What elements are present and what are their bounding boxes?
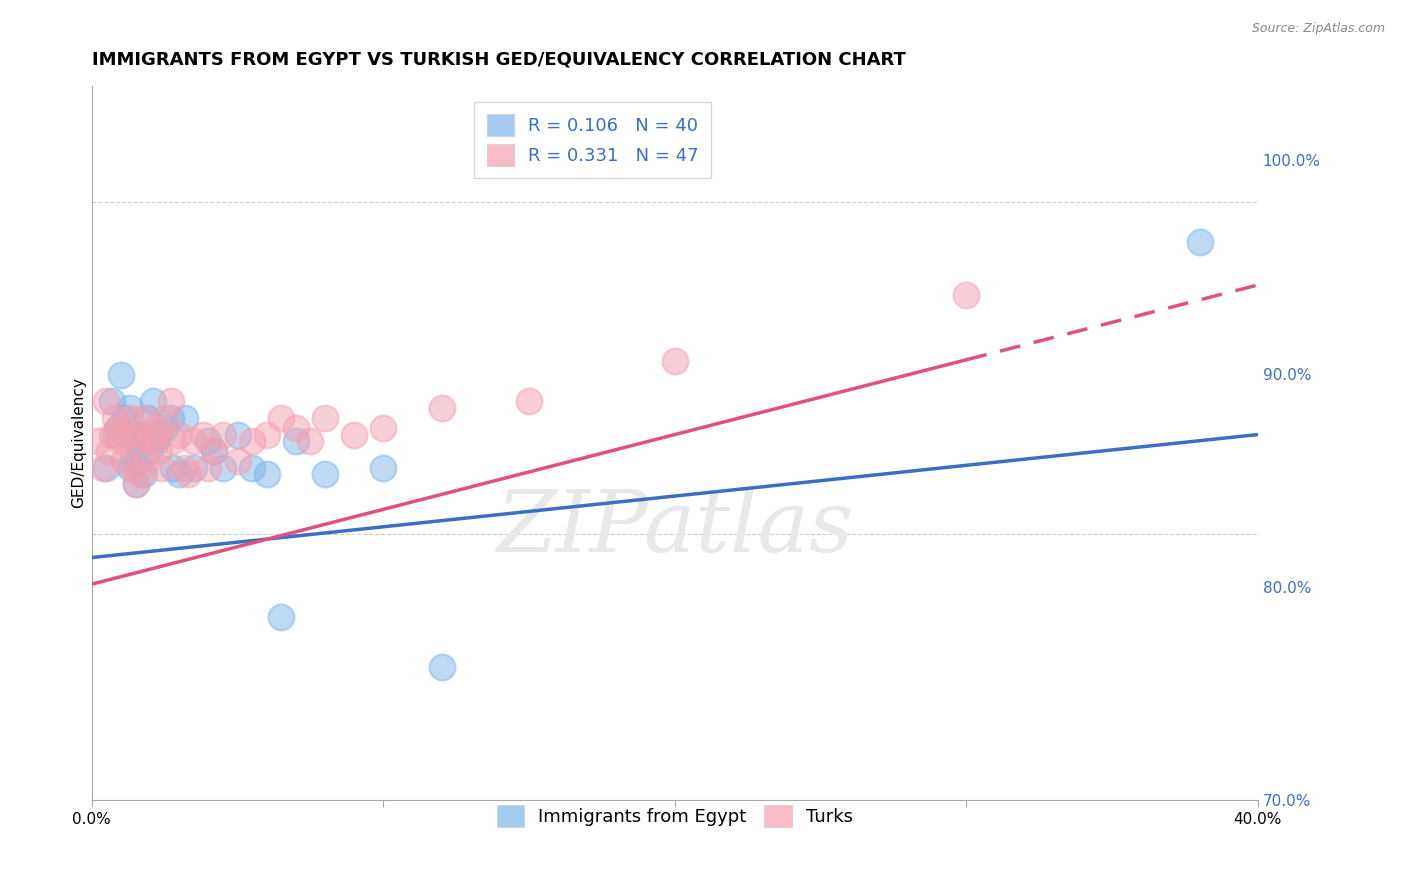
Point (145, 421, 167, 435)
Point (240, 434, 263, 449)
Point (373, 421, 395, 435)
Point (139, 434, 162, 449)
Point (115, 427, 138, 442)
Point (153, 421, 176, 435)
Point (284, 421, 307, 435)
Point (197, 460, 219, 475)
Point (112, 454, 135, 468)
Point (517, 394, 540, 409)
Point (96, 394, 118, 409)
Point (115, 427, 138, 442)
Point (136, 454, 159, 468)
Point (314, 411, 336, 425)
Point (212, 460, 235, 475)
Point (314, 467, 336, 482)
Point (107, 421, 129, 435)
Point (86, 434, 108, 449)
Point (240, 460, 263, 475)
Point (430, 401, 453, 415)
Point (96, 460, 118, 475)
Point (118, 460, 141, 475)
Point (110, 368, 132, 382)
Point (104, 427, 127, 442)
Point (110, 434, 132, 449)
Y-axis label: GED/Equivalency: GED/Equivalency (72, 377, 86, 508)
Point (159, 411, 181, 425)
Point (212, 427, 235, 442)
Point (121, 454, 143, 468)
Point (226, 427, 249, 442)
Point (131, 427, 153, 442)
Point (124, 434, 146, 449)
Point (174, 411, 197, 425)
Point (98, 444, 121, 458)
Point (131, 467, 153, 482)
Point (150, 460, 173, 475)
Point (202, 444, 225, 458)
Point (101, 394, 124, 409)
Point (142, 427, 165, 442)
Point (148, 444, 170, 458)
Point (664, 354, 686, 368)
Point (148, 427, 170, 442)
Point (104, 411, 127, 425)
Point (284, 434, 307, 449)
Point (121, 460, 143, 475)
Point (136, 411, 159, 425)
Point (134, 467, 156, 482)
Point (124, 434, 146, 449)
Point (107, 421, 129, 435)
Point (139, 444, 162, 458)
Point (162, 434, 184, 449)
Point (153, 411, 176, 425)
Point (118, 411, 141, 425)
Point (145, 434, 167, 449)
Point (118, 401, 141, 415)
Text: IMMIGRANTS FROM EGYPT VS TURKISH GED/EQUIVALENCY CORRELATION CHART: IMMIGRANTS FROM EGYPT VS TURKISH GED/EQU… (91, 51, 905, 69)
Point (167, 427, 190, 442)
Point (191, 427, 214, 442)
Point (343, 427, 366, 442)
Legend: Immigrants from Egypt, Turks: Immigrants from Egypt, Turks (489, 797, 860, 834)
Point (112, 411, 135, 425)
Point (142, 394, 165, 409)
Point (955, 288, 977, 302)
Point (202, 444, 225, 458)
Point (162, 460, 184, 475)
Point (167, 467, 190, 482)
Point (1188, 235, 1211, 249)
Text: ZIPatlas: ZIPatlas (496, 487, 853, 570)
Point (183, 460, 205, 475)
Point (430, 660, 453, 674)
Point (270, 610, 292, 624)
Point (127, 454, 149, 468)
Point (299, 434, 322, 449)
Text: Source: ZipAtlas.com: Source: ZipAtlas.com (1251, 22, 1385, 36)
Point (256, 427, 278, 442)
Point (121, 427, 143, 442)
Point (124, 477, 146, 491)
Point (134, 411, 156, 425)
Point (127, 427, 149, 442)
Point (270, 411, 292, 425)
Point (197, 434, 219, 449)
Point (159, 394, 181, 409)
Point (373, 460, 395, 475)
Point (183, 434, 205, 449)
Point (256, 467, 278, 482)
Point (174, 460, 197, 475)
Point (93, 460, 115, 475)
Point (177, 467, 200, 482)
Point (124, 477, 146, 491)
Point (226, 454, 249, 468)
Point (101, 427, 124, 442)
